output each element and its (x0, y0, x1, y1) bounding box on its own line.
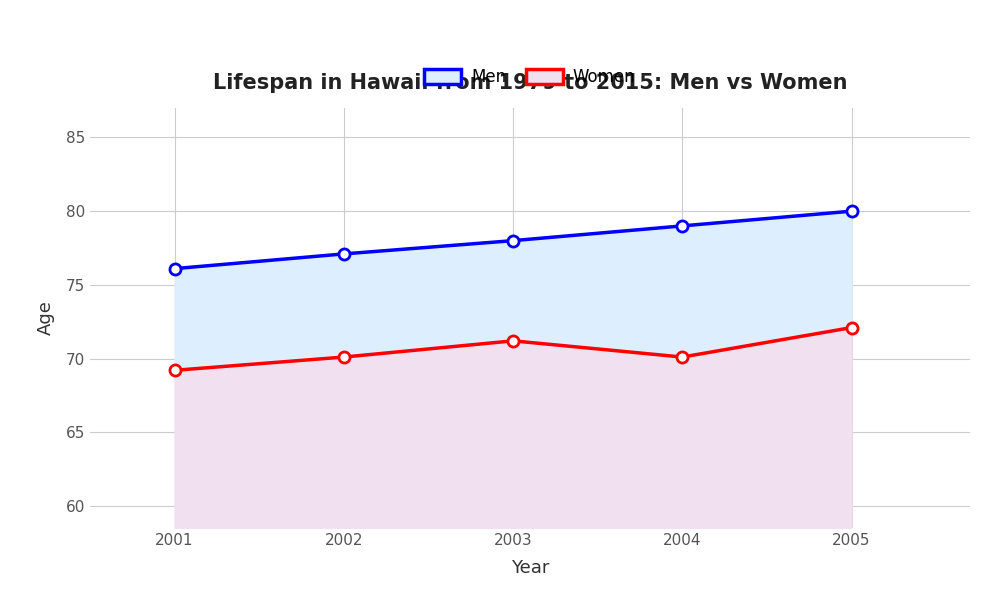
Title: Lifespan in Hawaii from 1979 to 2015: Men vs Women: Lifespan in Hawaii from 1979 to 2015: Me… (213, 73, 847, 92)
X-axis label: Year: Year (511, 559, 549, 577)
Y-axis label: Age: Age (37, 301, 55, 335)
Legend: Men, Women: Men, Women (418, 62, 642, 93)
